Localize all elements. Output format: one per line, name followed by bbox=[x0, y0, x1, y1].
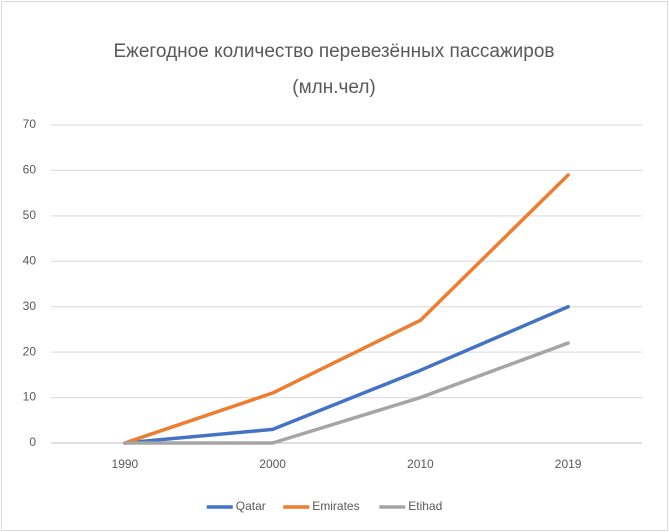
y-tick-label: 20 bbox=[23, 344, 37, 358]
y-tick-label: 40 bbox=[23, 253, 37, 267]
legend-label: Emirates bbox=[312, 499, 359, 513]
y-tick-label: 0 bbox=[29, 435, 36, 449]
legend-label: Etihad bbox=[408, 499, 442, 513]
y-tick-label: 50 bbox=[23, 208, 37, 222]
x-tick-label: 2019 bbox=[555, 457, 582, 471]
series-line bbox=[123, 341, 570, 445]
x-tick-label: 2000 bbox=[259, 457, 286, 471]
legend-label: Qatar bbox=[236, 499, 266, 513]
y-tick-label: 30 bbox=[23, 299, 37, 313]
y-tick-label: 60 bbox=[23, 163, 37, 177]
x-tick-label: 2010 bbox=[407, 457, 434, 471]
chart-title: Ежегодное количество перевезённых пассаж… bbox=[113, 41, 555, 98]
y-tick-label: 10 bbox=[23, 390, 37, 404]
series-line bbox=[123, 173, 570, 445]
y-tick-label: 70 bbox=[23, 117, 37, 131]
series-line bbox=[123, 304, 570, 445]
x-tick-label: 1990 bbox=[112, 457, 139, 471]
